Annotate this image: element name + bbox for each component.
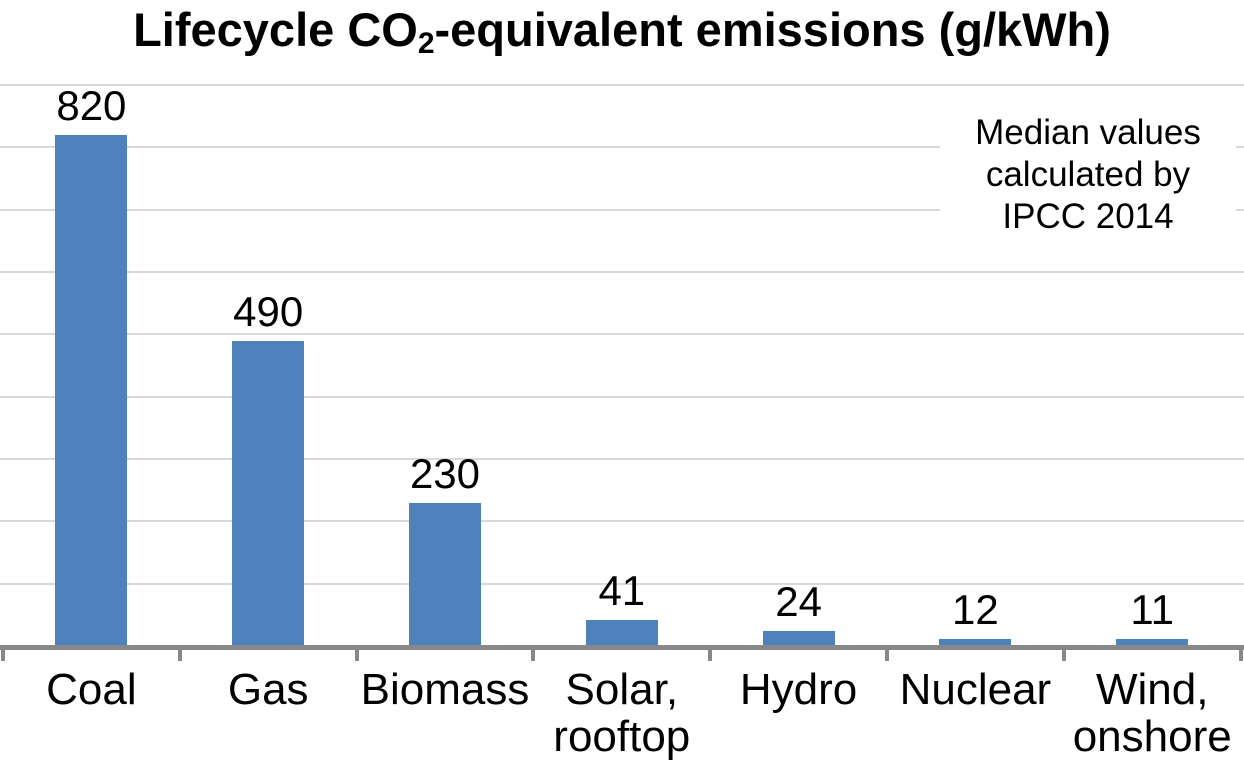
bar-gas <box>232 340 305 646</box>
axis-tick-7 <box>1238 645 1243 661</box>
gridline-300 <box>0 458 1244 460</box>
bar-solar-rooftop <box>585 620 658 646</box>
bar-value-label-gas: 490 <box>233 287 304 335</box>
axis-tick-0 <box>1 645 5 661</box>
gridline-600 <box>0 271 1244 273</box>
chart-title-subscript: 2 <box>417 27 435 60</box>
gridline-700 <box>0 208 1244 211</box>
bar-value-label-wind-onshore: 11 <box>1130 586 1174 634</box>
gridline-800 <box>0 146 1244 149</box>
bar-value-label-solar-rooftop: 41 <box>598 567 646 615</box>
chart-title-post: -equivalent emissions (g/kWh) <box>434 3 1111 56</box>
bar-value-label-coal: 820 <box>56 81 127 129</box>
bar-value-label-biomass: 230 <box>409 449 481 497</box>
annotation-line-3: IPCC 2014 <box>1002 197 1174 236</box>
bar-value-label-hydro: 24 <box>775 578 822 626</box>
annotation-note: Median values calculated by IPCC 2014 <box>940 106 1236 248</box>
category-label-line: onshore <box>1072 712 1232 761</box>
category-label-line: Biomass <box>360 665 530 714</box>
x-axis-line <box>0 645 1244 650</box>
bar-nuclear <box>939 638 1012 646</box>
category-label-coal: Coal <box>3 666 180 713</box>
category-label-wind-onshore: Wind, onshore <box>1064 666 1241 760</box>
axis-tick-1 <box>177 645 182 661</box>
bar-biomass <box>409 502 481 646</box>
bar-wind-onshore <box>1116 639 1189 646</box>
category-label-line: rooftop <box>553 712 691 761</box>
bar-hydro <box>762 631 835 646</box>
annotation-line-1: Median values <box>975 113 1201 152</box>
chart-title-pre: Lifecycle CO <box>133 3 418 56</box>
category-label-solar-rooftop: Solar, rooftop <box>533 666 710 760</box>
gridline-900 <box>0 84 1244 86</box>
axis-tick-2 <box>354 645 359 661</box>
axis-tick-6 <box>1061 645 1066 661</box>
axis-tick-3 <box>531 645 536 661</box>
axis-tick-4 <box>708 645 713 661</box>
gridline-500 <box>0 333 1244 336</box>
category-label-biomass: Biomass <box>357 666 534 713</box>
category-label-gas: Gas <box>180 666 357 713</box>
category-label-line: Wind, <box>1095 665 1209 714</box>
category-label-line: Coal <box>46 665 137 714</box>
axis-tick-5 <box>885 645 889 661</box>
category-label-line: Nuclear <box>899 665 1052 714</box>
bar-value-label-nuclear: 12 <box>952 585 999 633</box>
category-label-line: Solar, <box>565 665 679 714</box>
gridline-400 <box>0 395 1244 398</box>
category-label-nuclear: Nuclear <box>887 666 1064 713</box>
category-label-line: Gas <box>227 665 309 714</box>
category-label-hydro: Hydro <box>710 666 887 713</box>
chart-title: Lifecycle CO2-equivalent emissions (g/kW… <box>0 2 1244 72</box>
bar-coal <box>55 134 128 646</box>
category-label-line: Hydro <box>739 665 858 714</box>
gridline-200 <box>0 520 1244 523</box>
annotation-line-2: calculated by <box>985 155 1191 194</box>
gridline-100 <box>0 582 1244 585</box>
